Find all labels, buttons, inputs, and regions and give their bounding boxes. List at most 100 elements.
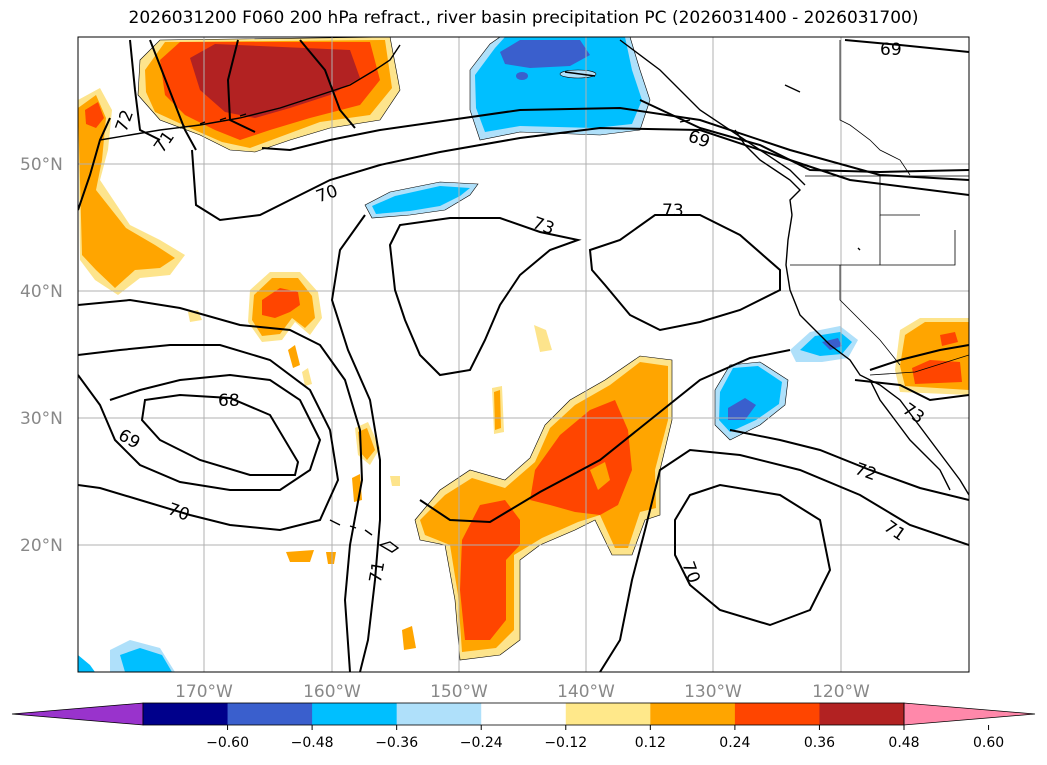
colorbar-cell: [565, 703, 651, 725]
fill-negative-streak-cyan: [372, 186, 470, 214]
colorbar-tick-label: 0.24: [719, 735, 750, 751]
fill-small-13: [390, 476, 400, 486]
colorbar-frame: [142, 702, 905, 726]
contour-label: 69: [880, 40, 902, 60]
fill-small-5: [358, 428, 375, 460]
fill-positive-subtropical-orange2: [590, 462, 610, 490]
coast-british-columbia: [734, 129, 801, 216]
contour-68: [140, 393, 300, 476]
contour-73-east: [869, 344, 969, 371]
gridlines: [78, 37, 969, 672]
contour-71-long: [261, 106, 969, 181]
colorbar-tick-label: −0.60: [206, 735, 249, 751]
lat-label-30n: 30°N: [20, 409, 63, 429]
longitude-labels: 170°W 160°W 150°W 140°W 130°W 120°W: [175, 682, 870, 702]
fill-small-10: [286, 550, 314, 562]
contour-north-b: [226, 39, 256, 133]
colorbar-cell: [650, 703, 736, 725]
contour-69-top: [844, 39, 969, 53]
colorbar-tick-label: −0.48: [291, 735, 334, 751]
colorbar-extend-low: [11, 702, 144, 726]
colorbar-tick-label: −0.36: [375, 735, 418, 751]
colorbar-cell: [227, 703, 313, 725]
fill-positive-west-orange: [78, 95, 175, 288]
colorbar-tick-label: −0.24: [460, 735, 503, 751]
coast-alaska-peninsula: [99, 44, 401, 141]
lon-label-160w: 160°W: [303, 682, 361, 702]
fill-positive-west-red: [85, 102, 104, 128]
fill-small-9: [534, 325, 552, 352]
contour-69-curve: [639, 99, 969, 174]
colorbar-cell: [734, 703, 820, 725]
lat-label-40n: 40°N: [20, 282, 63, 302]
fill-small-1: [288, 345, 300, 368]
fill-positive-east-red: [912, 360, 962, 384]
map-panel[interactable]: 69 72 71 69 70 73 73 68 69 70 71 70 72 7…: [78, 37, 969, 672]
coast-us-west: [785, 214, 969, 496]
lat-label-50n: 50°N: [20, 155, 63, 175]
latitude-labels: 50°N 40°N 30°N 20°N: [20, 155, 63, 556]
colorbar-cell: [143, 703, 229, 725]
fill-negative-offca-blue: [728, 398, 756, 420]
colorbar-cell: [312, 703, 398, 725]
fill-negative-socal-blue: [822, 338, 842, 350]
fill-negative-gulf-hole2: [516, 72, 528, 80]
contour-72: [330, 214, 381, 672]
colorbar-cell: [819, 703, 905, 725]
fill-small-2: [302, 368, 312, 386]
contour-north-a: [129, 39, 161, 141]
contour-label: 68: [218, 391, 240, 411]
colorbar-tick-label: 0.36: [804, 735, 835, 751]
border-mexico: [869, 354, 969, 376]
refractivity-contours: [78, 39, 969, 672]
lat-label-20n: 20°N: [20, 536, 63, 556]
fill-small-12: [402, 626, 416, 650]
contour-north-c: [299, 39, 356, 129]
map-frame: [77, 36, 970, 673]
lon-label-120w: 120°W: [812, 682, 870, 702]
contour-71-mid: [78, 298, 364, 672]
contour-main-jet: [419, 349, 791, 524]
lon-label-150w: 150°W: [430, 682, 488, 702]
coast-hawaii: [329, 519, 400, 553]
contour-69-mid: [78, 373, 322, 491]
contour-71-loop: [149, 39, 197, 151]
fill-small-8: [494, 390, 501, 430]
coast-aleutian-islands: [179, 113, 247, 129]
contour-70-east: [674, 483, 832, 627]
contour-70-loop: [191, 126, 969, 222]
fill-small-11: [326, 552, 336, 564]
colorbar-extend-high: [903, 702, 1036, 726]
contour-70-mid: [78, 344, 340, 532]
colorbar-tick-label: 0.12: [635, 735, 666, 751]
coastlines: [99, 39, 969, 553]
fill-positive-central-west-red: [262, 288, 300, 318]
contour-73-b: [588, 214, 781, 332]
border-alaska-canada: [839, 40, 911, 176]
colorbar: −0.60 −0.48 −0.36 −0.24 −0.12 0.12 0.24 0.36 0.4…: [11, 702, 1036, 751]
coast-baja: [869, 379, 951, 491]
coast-small-islands: [564, 71, 861, 251]
contour-label: 71: [366, 560, 389, 585]
colorbar-tick-label: 0.48: [888, 735, 919, 751]
contour-73-a: [388, 217, 582, 377]
contour-label: 73: [662, 201, 684, 221]
colorbar-tick-label: −0.12: [544, 735, 587, 751]
contour-71-south: [599, 448, 969, 672]
fill-negative-sw-cyan: [120, 648, 172, 672]
contour-72-west: [78, 117, 111, 211]
colorbar-cell: [481, 703, 567, 725]
map-title: 2026031200 F060 200 hPa refract., river …: [128, 8, 919, 28]
fill-positive-subtropical-red2: [530, 400, 632, 515]
contour-71-east: [854, 379, 969, 402]
borders: [790, 40, 969, 376]
fill-negative-gulf-blue: [500, 40, 590, 68]
fill-positive-east-small: [940, 332, 958, 346]
fill-positive-subtropical-red: [460, 500, 520, 640]
lon-label-130w: 130°W: [684, 682, 742, 702]
contour-72-east: [729, 429, 969, 501]
coast-gulf-alaska: [619, 39, 806, 186]
border-state-3: [839, 265, 901, 366]
lon-label-170w: 170°W: [175, 682, 233, 702]
